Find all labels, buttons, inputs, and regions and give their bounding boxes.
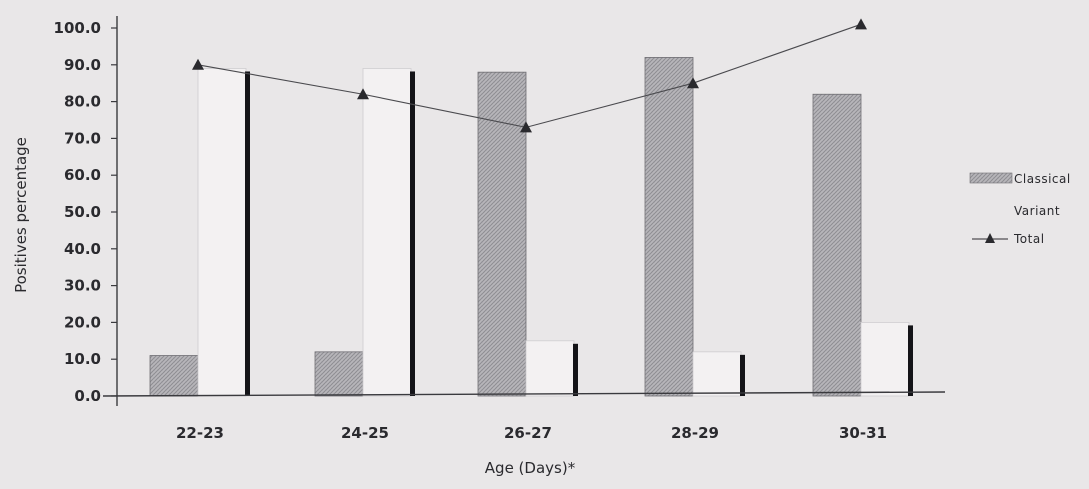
bar-variant-shadow-22-23 bbox=[245, 71, 250, 396]
bar-variant-shadow-30-31 bbox=[908, 325, 913, 396]
bar-classical-24-25 bbox=[314, 351, 364, 397]
total-point-24-25 bbox=[357, 88, 369, 100]
x-tick-label-28-29: 28-29 bbox=[671, 424, 719, 442]
total-point-22-23 bbox=[192, 58, 204, 70]
x-tick-label-24-25: 24-25 bbox=[341, 424, 389, 442]
x-tick-label-22-23: 22-23 bbox=[176, 424, 224, 442]
bar-classical-30-31 bbox=[812, 93, 862, 397]
y-tick-label-8: 80.0 bbox=[64, 93, 101, 111]
y-tick-label-1: 10.0 bbox=[64, 350, 101, 368]
x-tick-label-26-27: 26-27 bbox=[504, 424, 552, 442]
legend-variant-label: Variant bbox=[1014, 204, 1060, 218]
legend-classical-label: Classical bbox=[1014, 172, 1071, 186]
total-point-28-29 bbox=[687, 77, 699, 89]
bar-variant-shadow-26-27 bbox=[573, 343, 578, 396]
x-axis-title: Age (Days)* bbox=[485, 459, 576, 477]
x-tick-label-30-31: 30-31 bbox=[839, 424, 887, 442]
x-axis-line bbox=[102, 391, 946, 397]
y-tick-label-7: 70.0 bbox=[64, 129, 101, 147]
y-tick-label-3: 30.0 bbox=[64, 277, 101, 295]
y-tick-label-5: 50.0 bbox=[64, 203, 101, 221]
bar-variant-24-25 bbox=[362, 68, 412, 397]
y-axis-title: Positives percentage bbox=[12, 137, 30, 293]
bar-classical-22-23 bbox=[149, 355, 199, 397]
bar-variant-22-23 bbox=[197, 68, 247, 397]
legend-classical-swatch bbox=[969, 172, 1013, 184]
bar-variant-28-29 bbox=[692, 351, 742, 397]
y-tick-label-10: 100.0 bbox=[54, 19, 101, 37]
bar-variant-shadow-24-25 bbox=[410, 71, 415, 396]
y-tick-label-0: 0.0 bbox=[74, 387, 101, 405]
bar-variant-shadow-28-29 bbox=[740, 354, 745, 396]
bar-variant-30-31 bbox=[860, 321, 910, 397]
bar-variant-26-27 bbox=[525, 340, 575, 397]
bar-classical-26-27 bbox=[477, 71, 527, 397]
bar-classical-28-29 bbox=[644, 57, 694, 397]
legend-total-label: Total bbox=[1013, 232, 1045, 246]
y-tick-label-4: 40.0 bbox=[64, 240, 101, 258]
y-tick-label-6: 60.0 bbox=[64, 166, 101, 184]
series-total-line bbox=[197, 23, 862, 128]
total-point-30-31 bbox=[855, 18, 867, 30]
y-tick-label-2: 20.0 bbox=[64, 313, 101, 331]
legend-total-marker bbox=[985, 233, 995, 243]
y-tick-label-9: 90.0 bbox=[64, 56, 101, 74]
total-point-26-27 bbox=[520, 121, 532, 133]
